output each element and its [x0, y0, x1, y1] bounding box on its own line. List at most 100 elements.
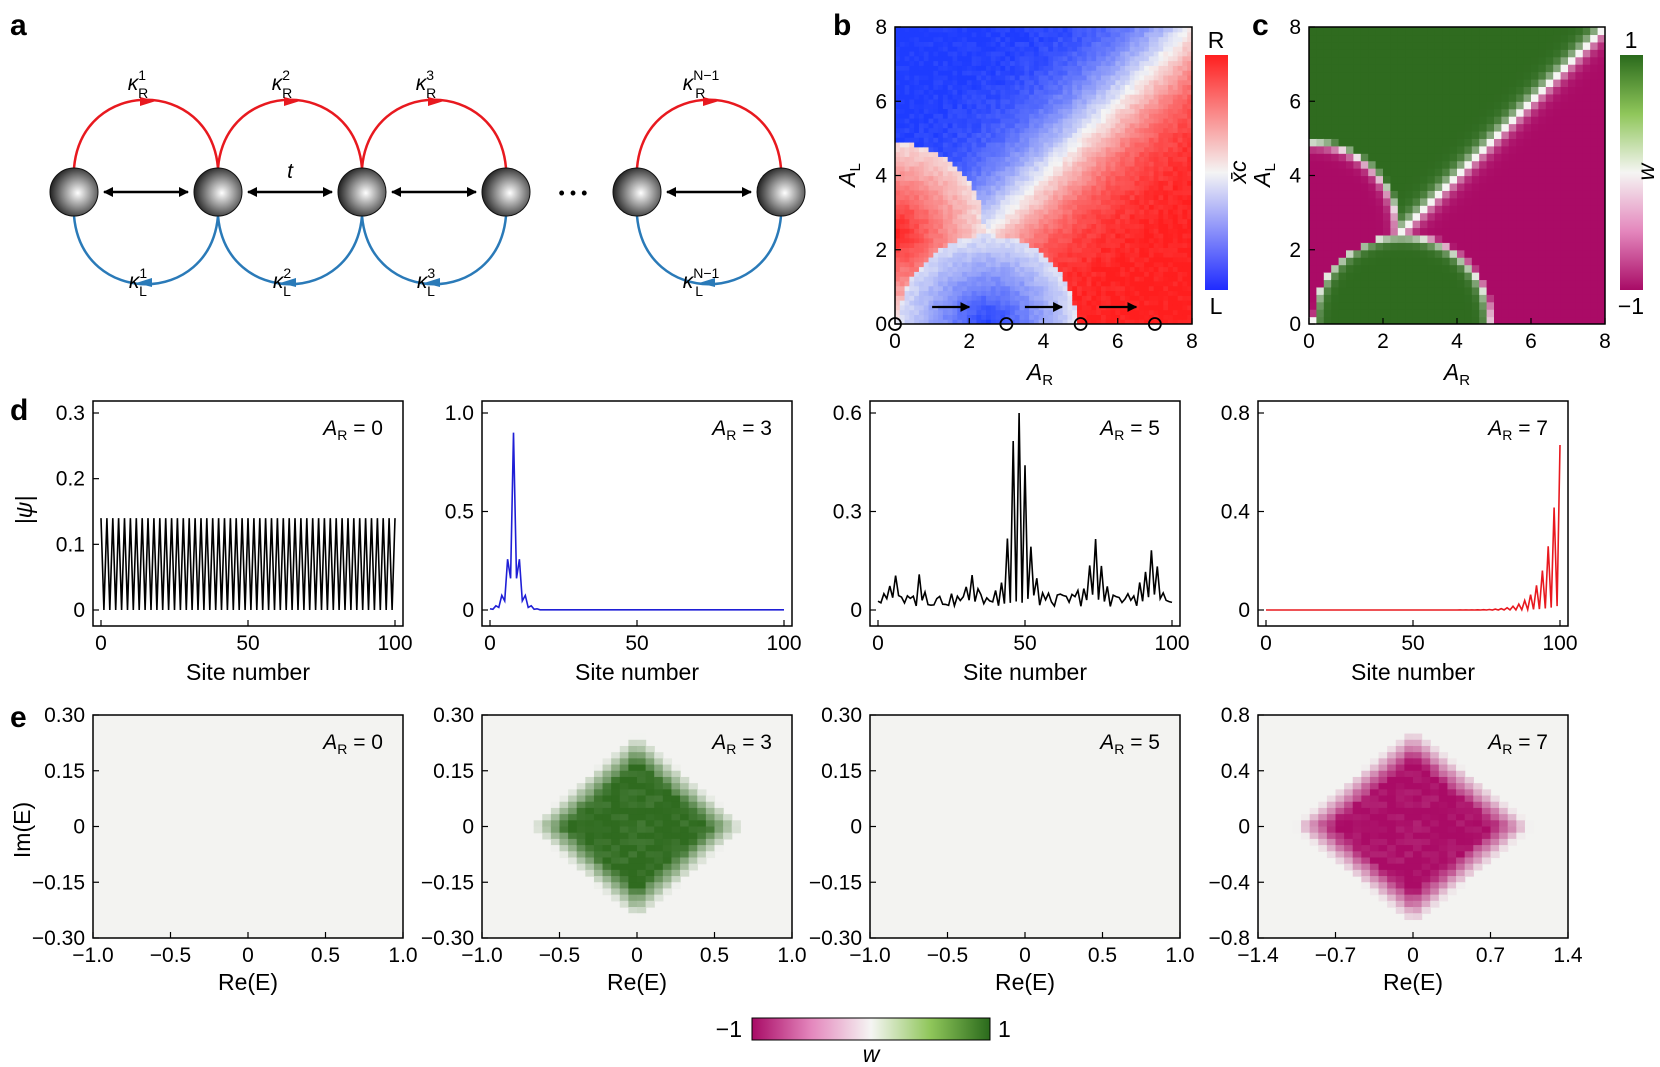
e3-ytick-label-2: 0	[850, 816, 862, 839]
e4-xtick-label-0: −1.4	[1237, 944, 1279, 967]
e4-xtick-label-4: 1.4	[1553, 944, 1583, 967]
wavefunction-line-1	[100, 518, 396, 611]
e2-xtick-label-3: 0.5	[700, 944, 729, 967]
lattice-site-5	[612, 167, 662, 217]
arrowhead-left-3	[424, 278, 440, 287]
e3-xtick-label-4: 1.0	[1165, 944, 1194, 967]
e1-ytick-label-0: −0.30	[32, 927, 85, 950]
d4-ytick-label-0: 0	[1238, 599, 1250, 622]
d3-ytick-label-2: 0.6	[833, 402, 862, 425]
panel-c-xtick-label-1: 2	[1377, 330, 1389, 353]
panel-c-xtick-label-3: 6	[1525, 330, 1537, 353]
d2-xtick-label-2: 100	[766, 632, 801, 655]
e2-ytick-label-2: 0	[462, 816, 474, 839]
e3-ytick-label-4: 0.30	[821, 704, 862, 727]
panel-b-xtick-label-2: 4	[1038, 330, 1050, 353]
panel-c-winding-phase: 0 2 4 6 8 0 2 4 6 8 AR AL 1 −1 w	[1249, 16, 1659, 389]
d2-xlabel: Site number	[575, 659, 699, 685]
e1-ytick-label-2: 0	[73, 816, 85, 839]
panel-label-b: b	[833, 9, 851, 42]
e2-ytick-label-3: 0.15	[433, 760, 474, 783]
colorbar-b-label: x̄c	[1225, 160, 1251, 185]
kappa-L-label-2: κ2 L	[273, 265, 292, 299]
e4-ytick-label-3: 0.4	[1221, 760, 1251, 783]
arrowhead-right-1	[140, 97, 156, 106]
e4-ytick-label-4: 0.8	[1221, 704, 1250, 727]
wavefunction-plot-4: 0 0.4 0.8 0 50 100 Site number AR = 7	[1221, 400, 1578, 685]
e1-xtick-label-0: −1.0	[72, 944, 113, 967]
e2-xtick-label-0: −1.0	[461, 944, 502, 967]
d2-xtick-label-1: 50	[625, 632, 648, 655]
e4-xlabel: Re(E)	[1383, 969, 1443, 995]
panel-label-e: e	[10, 701, 27, 734]
kappa-L-label-1: κ1 L	[129, 265, 148, 299]
d3-xtick-label-0: 0	[872, 632, 884, 655]
e3-ytick-label-1: −0.15	[809, 871, 862, 894]
d2-ytick-label-1: 0.5	[445, 501, 474, 524]
d1-ytick-label-0: 0	[73, 599, 85, 622]
colorbar-b-top: R	[1208, 27, 1225, 53]
heatmap-center-of-mass	[895, 27, 1192, 324]
spectrum-background-1	[93, 715, 403, 938]
panel-c-ytick-label-1: 2	[1289, 239, 1301, 262]
colorbar-c-bottom: −1	[1618, 293, 1644, 319]
d1-xlabel: Site number	[186, 659, 310, 685]
panel-c-xlabel: AR	[1442, 359, 1470, 389]
d3-annotation: AR = 5	[1098, 417, 1160, 443]
d1-ytick-label-2: 0.2	[56, 468, 85, 491]
e2-xtick-label-1: −0.5	[539, 944, 580, 967]
e2-xtick-label-4: 1.0	[777, 944, 806, 967]
panel-b-phase-diagram: 0 2 4 6 8 0 2 4 6 8 AR AL R L x̄c	[834, 16, 1251, 389]
panel-c-xtick-label-2: 4	[1451, 330, 1463, 353]
panel-label-c: c	[1252, 9, 1269, 42]
e1-xtick-label-1: −0.5	[150, 944, 191, 967]
e1-ytick-label-4: 0.30	[44, 704, 85, 727]
lattice-site-2	[193, 167, 243, 217]
d1-xtick-label-2: 100	[377, 632, 412, 655]
arrowhead-left-2	[280, 278, 296, 287]
e3-xtick-label-1: −0.5	[927, 944, 968, 967]
arrowhead-right-3	[428, 97, 444, 106]
e3-ytick-label-0: −0.30	[809, 927, 862, 950]
arrowhead-right-4	[703, 97, 719, 106]
e2-ytick-label-0: −0.30	[421, 927, 474, 950]
panel-c-ytick-label-0: 0	[1289, 313, 1301, 336]
spectrum-plot-1: −0.30 −0.15 0 0.15 0.30 −1.0 −0.5 0 0.5 1.0 Re(E) A…	[32, 704, 418, 995]
kappa-R-label-1: κ1 R	[128, 67, 148, 101]
e4-xtick-label-3: 0.7	[1476, 944, 1505, 967]
panel-c-colorbar	[1620, 55, 1643, 290]
circle-marker-2	[999, 317, 1014, 331]
hopping-right-arc-4	[635, 98, 783, 169]
wavefunction-line-3	[877, 412, 1173, 609]
d4-xtick-label-1: 50	[1401, 632, 1424, 655]
panel-b-ytick-label-2: 4	[875, 165, 887, 188]
panel-d-wavefunctions: 0 0.1 0.2 0.3 0 50 100 Site number AR = 0 0 0.5 1.0…	[56, 400, 1578, 685]
d4-ytick-label-2: 0.8	[1221, 402, 1250, 425]
d4-xtick-label-0: 0	[1260, 632, 1272, 655]
panel-b-xtick-label-4: 8	[1186, 330, 1198, 353]
colorbar-e-max: 1	[998, 1016, 1011, 1042]
panel-b-ylabel: AL	[834, 163, 864, 189]
panel-c-ytick-label-3: 6	[1289, 90, 1301, 113]
e1-xlabel: Re(E)	[218, 969, 278, 995]
panel-b-xtick-label-1: 2	[963, 330, 975, 353]
lattice-site-1	[49, 167, 99, 217]
d4-xtick-label-2: 100	[1542, 632, 1577, 655]
panel-c-xtick-label-0: 0	[1303, 330, 1315, 353]
d1-annotation: AR = 0	[321, 417, 383, 443]
panel-b-ytick-label-1: 2	[875, 239, 887, 262]
d1-xtick-label-1: 50	[236, 632, 259, 655]
e3-xtick-label-2: 0	[1019, 944, 1031, 967]
spectrum-background-3	[870, 715, 1180, 938]
kappa-R-label-2: κ2 R	[272, 67, 292, 101]
panel-b-xlabel: AR	[1025, 359, 1053, 389]
wavefunction-plot-3: 0 0.3 0.6 0 50 100 Site number AR = 5	[833, 400, 1190, 685]
wavefunction-line-4	[1266, 444, 1561, 613]
circle-marker-4	[1147, 317, 1162, 331]
hopping-t-label: t	[287, 160, 294, 183]
e2-xlabel: Re(E)	[607, 969, 667, 995]
e2-ytick-label-4: 0.30	[433, 704, 474, 727]
lattice-site-3	[337, 167, 387, 217]
d2-xtick-label-0: 0	[484, 632, 496, 655]
